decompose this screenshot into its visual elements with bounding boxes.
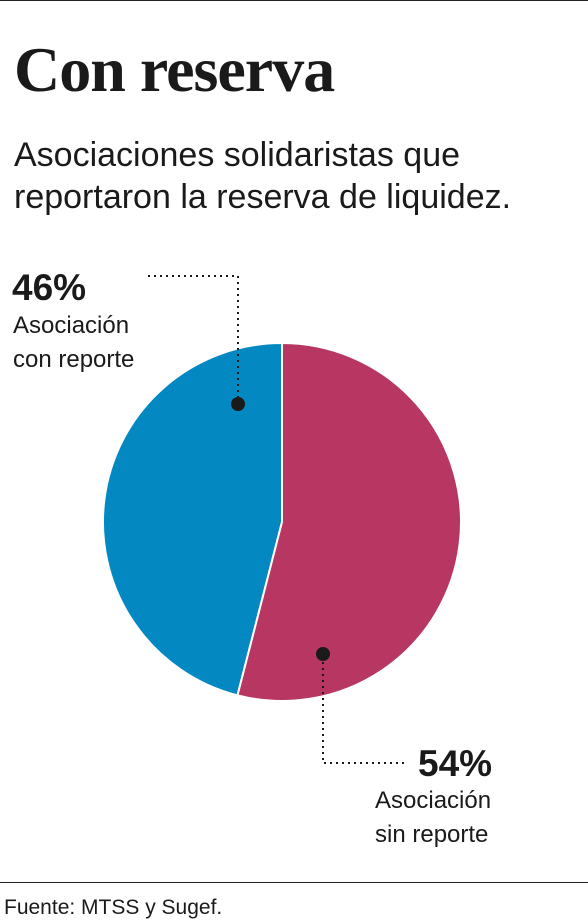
bottom-rule — [0, 882, 588, 883]
top-rule — [0, 0, 588, 1]
chart-title: Con reserva — [14, 34, 335, 105]
callout-label-con-reporte: Asociación con reporte — [13, 312, 135, 373]
pie-slice-con-reporte — [102, 342, 283, 697]
pie-slices — [102, 342, 462, 702]
callout-leaders — [148, 275, 408, 764]
pie-slice-sin-reporte — [236, 342, 462, 702]
chart-subtitle: Asociaciones solidaristas que reportaron… — [14, 136, 512, 216]
source-note: Fuente: MTSS y Sugef. — [4, 896, 223, 919]
callout-percent-con-reporte: 46% — [12, 267, 87, 308]
callout-leader-con-reporte — [148, 275, 239, 400]
callout-dot-sin-reporte — [316, 647, 330, 661]
callout-percent-sin-reporte: 54% — [418, 743, 493, 784]
callout-leader-sin-reporte — [322, 656, 408, 764]
callout-label-sin-reporte: Asociación sin reporte — [375, 787, 492, 848]
callout-dot-con-reporte — [231, 397, 245, 411]
